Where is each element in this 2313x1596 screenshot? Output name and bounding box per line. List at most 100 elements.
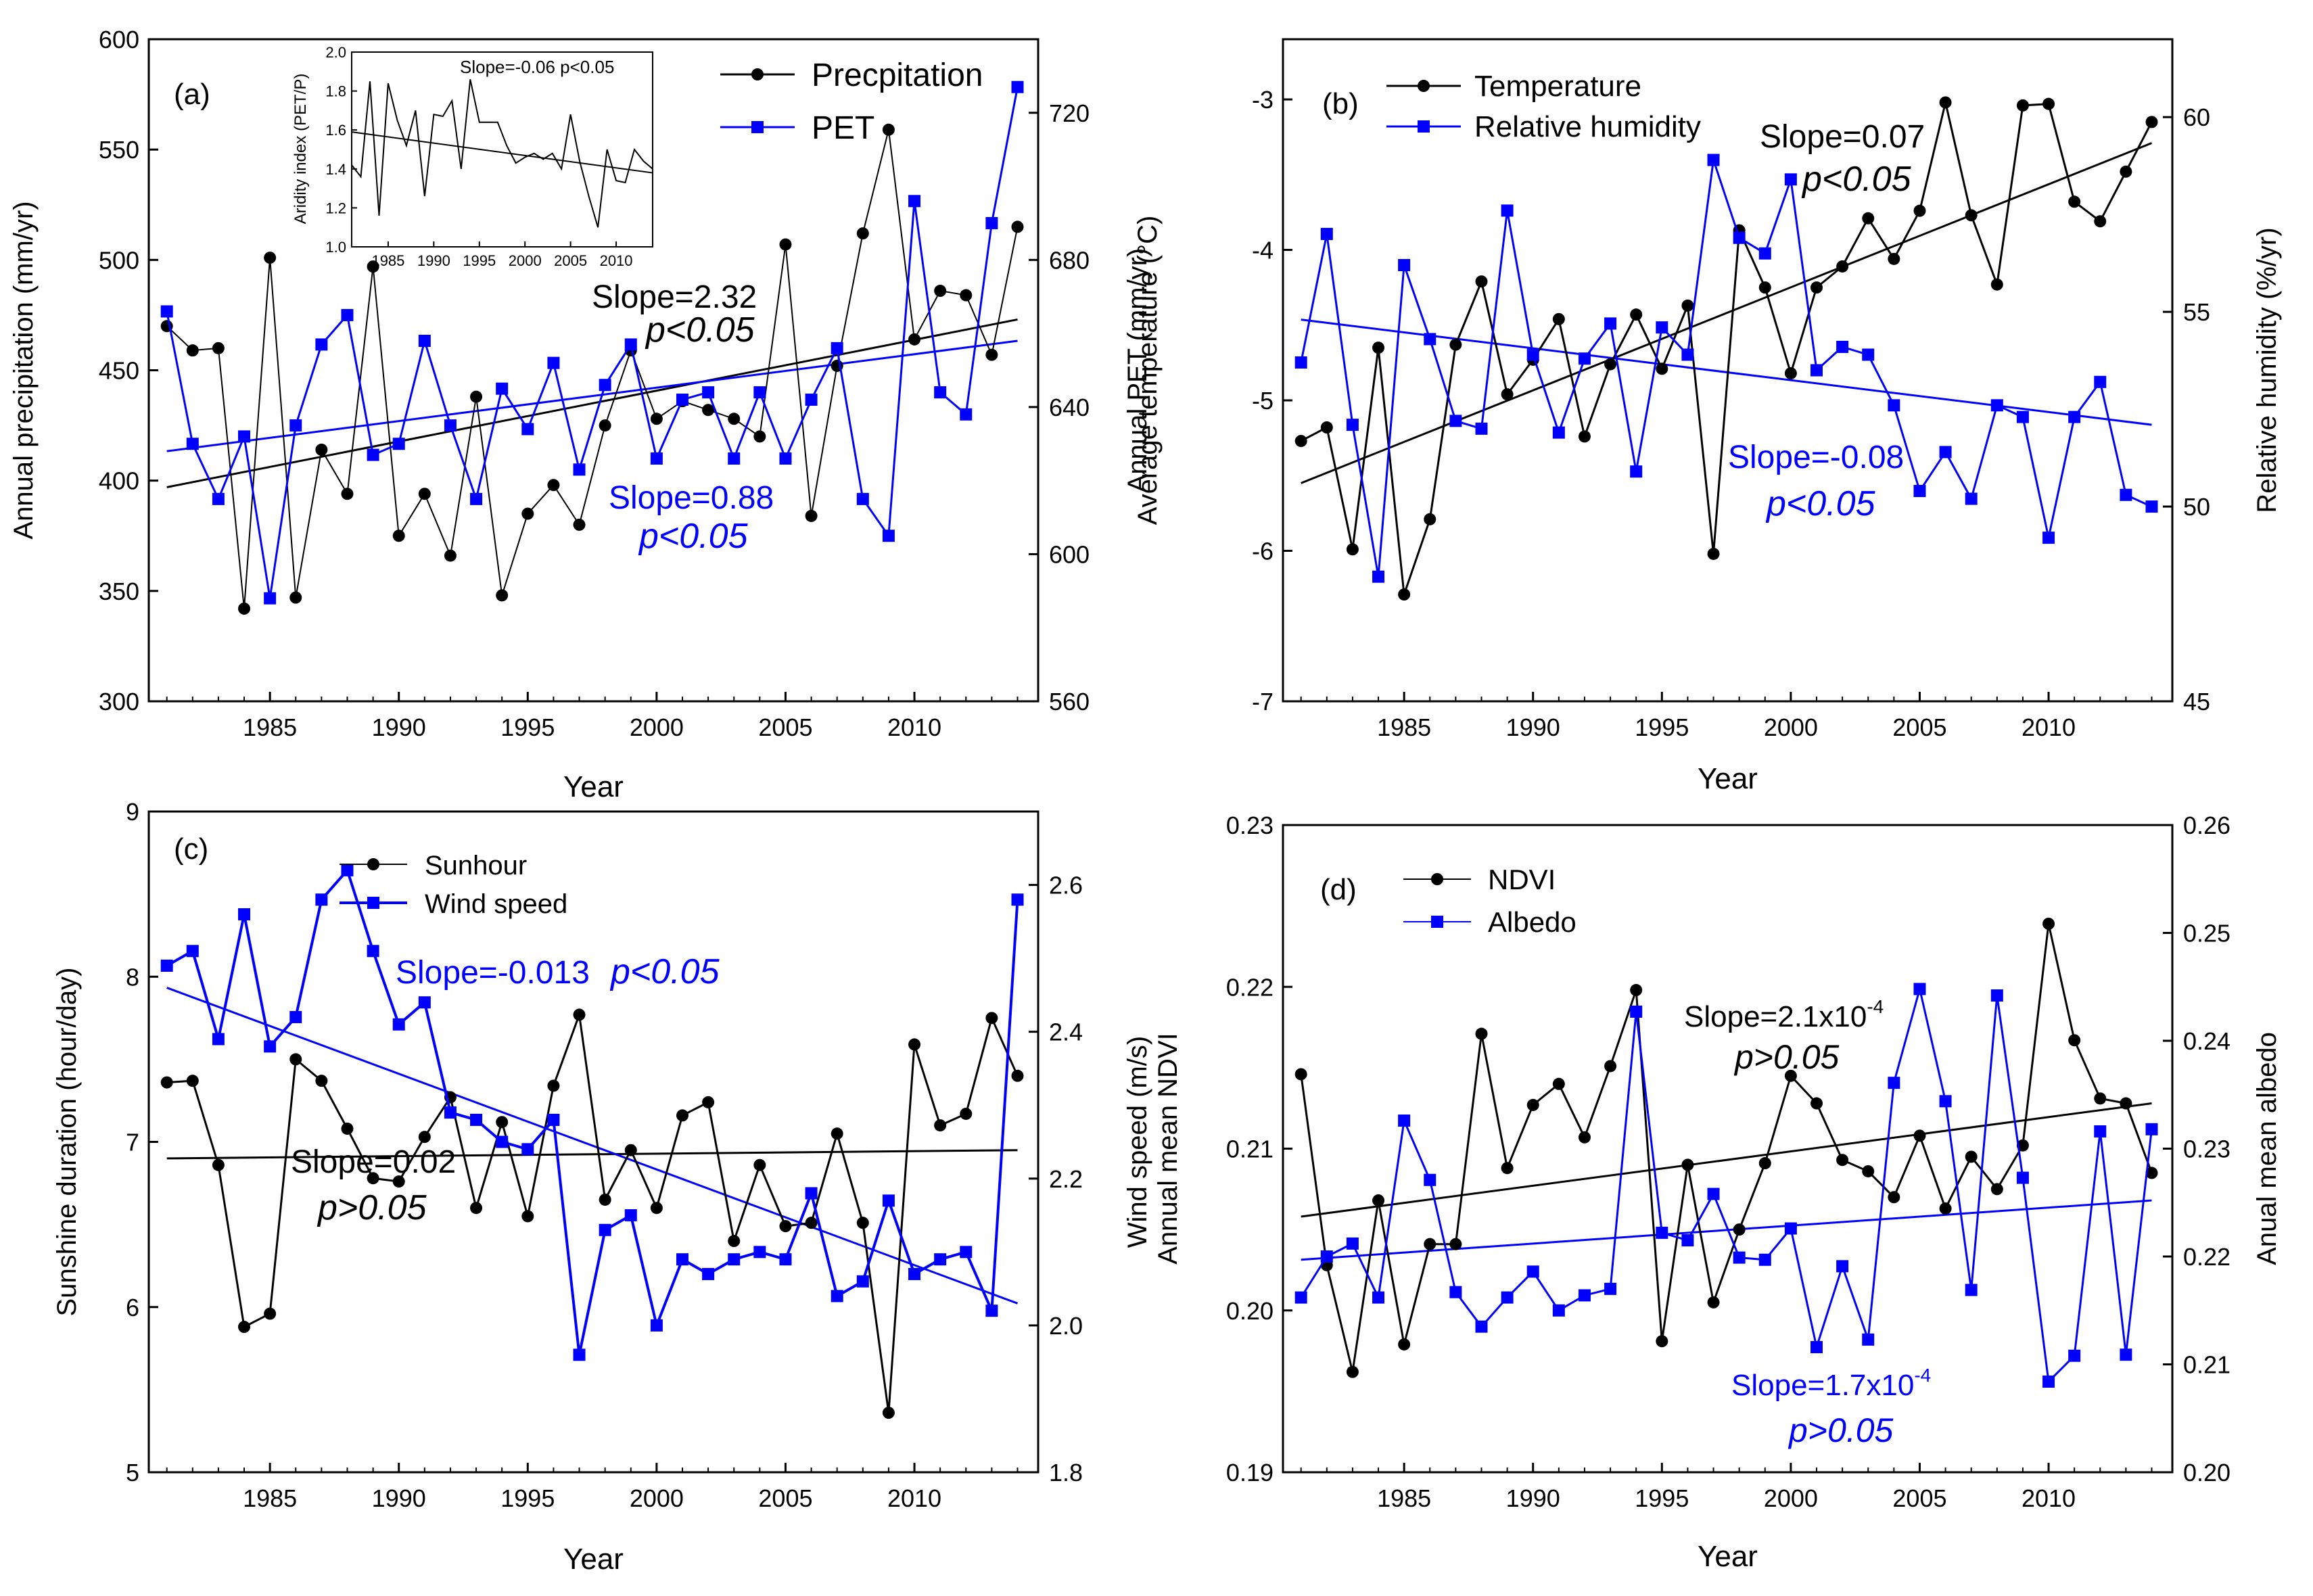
right-tick-label: 0.23 (2183, 1135, 2230, 1163)
inset-x-tick-label: 2005 (554, 252, 587, 269)
point-relative-humidity (1320, 227, 1333, 240)
albedo-slope-text: Slope=1.7x10-4 (1731, 1365, 1931, 1402)
point-relative-humidity (1501, 204, 1514, 217)
point-precpitation (728, 413, 741, 425)
point-relative-humidity (1398, 259, 1411, 272)
inset-slope-text: Slope=-0.06 p<0.05 (460, 57, 614, 77)
temp-p-text: p<0.05 (1801, 160, 1912, 199)
right-tick-label: 2.6 (1049, 872, 1083, 899)
point-relative-humidity (2094, 375, 2107, 388)
x-axis-title: Year (563, 770, 624, 803)
point-temperature (2068, 195, 2081, 208)
point-precpitation (650, 413, 663, 425)
point-relative-humidity (1449, 415, 1462, 427)
point-precpitation (960, 289, 973, 302)
point-precpitation (444, 549, 457, 562)
point-wind-speed (392, 1018, 405, 1031)
right-tick-label: 640 (1049, 394, 1090, 421)
right-tick-label: 60 (2183, 103, 2210, 131)
point-pet (264, 592, 277, 605)
point-temperature (1578, 430, 1591, 443)
point-relative-humidity (1707, 154, 1720, 166)
point-sunhour (805, 1217, 818, 1229)
point-ndvi (1862, 1165, 1875, 1177)
point-temperature (1862, 212, 1875, 225)
x-tick-label: 2010 (2022, 713, 2076, 741)
point-pet (573, 463, 586, 476)
point-precpitation (908, 333, 921, 346)
point-relative-humidity (1733, 231, 1746, 244)
point-pet (831, 342, 843, 354)
point-temperature (1913, 204, 1926, 217)
point-precpitation (289, 591, 302, 604)
point-pet (908, 195, 921, 208)
precip-slope-text: Slope=2.32 (592, 279, 757, 315)
point-sunhour (856, 1217, 869, 1229)
legend-ndvi-label: NDVI (1488, 864, 1556, 895)
trend-line (166, 1149, 1018, 1160)
point-precpitation (418, 488, 431, 500)
point-pet (728, 452, 741, 465)
point-albedo (1656, 1226, 1668, 1239)
point-precpitation (779, 238, 792, 251)
point-temperature (1398, 588, 1411, 601)
point-ndvi (1526, 1098, 1539, 1111)
point-precpitation (985, 348, 998, 361)
point-temperature (1346, 543, 1359, 556)
trend-line (166, 318, 1018, 488)
x-tick-label: 1990 (1506, 1484, 1560, 1512)
point-temperature (1810, 281, 1823, 294)
point-relative-humidity (2068, 410, 2081, 423)
point-albedo (1424, 1173, 1436, 1186)
series-line-temperature (1301, 101, 2153, 596)
point-sunhour (418, 1131, 431, 1144)
point-sunhour (289, 1053, 302, 1066)
point-wind-speed (341, 864, 354, 876)
point-ndvi (1346, 1365, 1359, 1378)
point-temperature (2120, 165, 2132, 178)
series-line-sunhour (166, 1013, 1019, 1414)
point-sunhour (315, 1075, 328, 1087)
point-pet (186, 438, 199, 450)
left-tick-label: 0.23 (1226, 812, 1274, 839)
left-axis-title: Average temperature (°C) (1133, 216, 1163, 525)
point-wind-speed (985, 1305, 998, 1317)
point-relative-humidity (1758, 247, 1771, 260)
point-relative-humidity (1372, 570, 1385, 583)
point-wind-speed (702, 1267, 715, 1280)
trend-line (166, 987, 1019, 1305)
point-albedo (1913, 983, 1926, 995)
point-albedo (1965, 1284, 1978, 1296)
point-wind-speed (547, 1113, 560, 1126)
x-tick-label: 2000 (630, 713, 684, 741)
point-ndvi (1888, 1191, 1900, 1204)
right-axis-title: Anual mean albedo (2252, 1032, 2282, 1265)
point-wind-speed (753, 1246, 766, 1259)
inset-y-axis-title: Aridity index (PET/P) (291, 74, 310, 225)
point-albedo (2094, 1125, 2107, 1137)
legend-ndvi-marker (1431, 873, 1443, 885)
right-tick-label: 600 (1049, 540, 1090, 568)
point-temperature (1424, 513, 1436, 525)
point-precpitation (392, 530, 405, 542)
point-albedo (1294, 1291, 1307, 1304)
right-axis-title: Wind speed (m/s) (1123, 1036, 1152, 1248)
point-pet (444, 419, 457, 432)
legend-temperature-marker (1418, 80, 1430, 92)
x-tick-label: 2005 (1892, 1484, 1946, 1512)
ndvi-slope-base: Slope=2.1x10 (1684, 1000, 1867, 1033)
point-ndvi (1578, 1131, 1591, 1144)
point-sunhour (470, 1202, 483, 1215)
point-relative-humidity (1475, 422, 1488, 435)
left-axis-title: Annual mean NDVI (1153, 1033, 1183, 1264)
legend-sunhour-marker (367, 858, 379, 870)
point-albedo (1475, 1320, 1488, 1333)
point-wind-speed (418, 996, 431, 1009)
point-relative-humidity (1630, 465, 1643, 478)
point-temperature (1681, 299, 1694, 312)
point-ndvi (2068, 1034, 2081, 1047)
right-tick-label: 560 (1049, 688, 1090, 715)
x-tick-label: 2005 (1892, 713, 1946, 741)
point-precpitation (470, 390, 483, 403)
